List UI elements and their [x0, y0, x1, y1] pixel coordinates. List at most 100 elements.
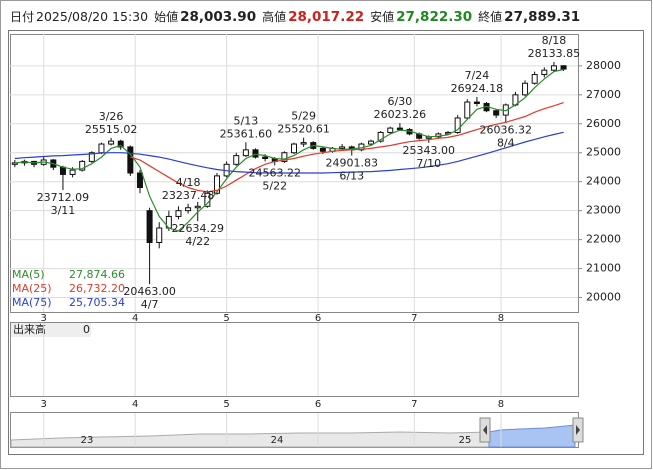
- x-tick-label: 8: [498, 399, 504, 410]
- annotation-value: 25515.02: [85, 123, 138, 136]
- x-tick-label: 3: [41, 313, 47, 324]
- volume-panel: [10, 322, 579, 397]
- candle-body: [473, 101, 480, 105]
- candle-body: [88, 152, 95, 162]
- header-item: 始値 28,003.90: [154, 9, 262, 25]
- navigator-selection[interactable]: [488, 424, 576, 448]
- candle-body: [464, 101, 471, 119]
- x-tick-label: 8: [498, 313, 504, 324]
- x-tick-label: 3: [41, 399, 47, 410]
- annotation-value: 26023.26: [374, 108, 427, 121]
- x-tick-label: 4: [132, 399, 138, 410]
- x-tick-label: 4: [132, 313, 138, 324]
- navigator-label: 25: [459, 435, 472, 446]
- candle-body: [146, 210, 153, 243]
- x-tick-label: 6: [315, 313, 321, 324]
- price-panel: [10, 34, 579, 313]
- annotation-value: 23712.09: [37, 191, 90, 204]
- y-tick-label: 20000: [586, 291, 621, 304]
- candle-body: [454, 117, 461, 133]
- chart-frame: [8, 30, 644, 455]
- annotation-value: 25343.00: [403, 144, 456, 157]
- candle-body: [281, 152, 288, 162]
- header-item: 安値 27,822.30: [370, 9, 478, 25]
- header: 日付 2025/08/20 15:30 始値 28,003.90 高値 28,017.22…: [10, 8, 586, 25]
- candle-body: [531, 74, 538, 84]
- annotation-date: 5/13: [234, 114, 259, 127]
- legend-value: 25,705.34: [69, 296, 125, 309]
- candle-body: [522, 82, 529, 96]
- legend-box: [11, 266, 126, 311]
- header-label: 安値: [370, 10, 395, 24]
- y-tick-label: 26000: [586, 117, 621, 130]
- annotation-value: 25361.60: [220, 127, 273, 140]
- legend-name: MA(25): [12, 282, 52, 295]
- volume-value: 0: [83, 323, 90, 336]
- header-item: 日付 2025/08/20 15:30: [10, 9, 154, 24]
- annotation-value: 26036.32: [480, 124, 533, 137]
- annotation-date: 6/13: [339, 170, 364, 183]
- legend-value: 26,732.20: [69, 282, 125, 295]
- annotation-date: 3/26: [99, 110, 124, 123]
- x-tick-label: 7: [411, 399, 417, 410]
- annotation-value: 24563.22: [248, 166, 301, 179]
- annotation-date: 4/7: [141, 298, 159, 311]
- y-tick-label: 28000: [586, 59, 621, 72]
- ma-line: [14, 131, 564, 174]
- annotation-value: 20463.00: [123, 285, 176, 298]
- y-tick-label: 27000: [586, 88, 621, 101]
- navigator-label: 23: [81, 435, 94, 446]
- header-label: 高値: [262, 10, 287, 24]
- annotation-value: 22634.29: [171, 222, 224, 235]
- y-tick-label: 25000: [586, 146, 621, 159]
- annotation-value: 23237.48: [162, 189, 215, 202]
- candle-body: [127, 146, 134, 174]
- annotation-date: 4/22: [185, 235, 210, 248]
- annotation-date: 8/4: [497, 137, 515, 150]
- header-value: 27,822.30: [396, 9, 473, 25]
- annotation-date: 7/10: [416, 157, 441, 170]
- candle-body: [69, 169, 76, 175]
- annotation-value: 24901.83: [326, 157, 379, 170]
- candle-body: [233, 155, 240, 165]
- y-tick-label: 23000: [586, 204, 621, 217]
- volume-label-box: [11, 323, 91, 337]
- annotation-date: 5/29: [291, 110, 316, 123]
- candle-body: [560, 65, 567, 70]
- candle-body: [541, 69, 548, 76]
- candle-body: [396, 127, 403, 131]
- annotation-date: 8/18: [542, 34, 567, 47]
- x-tick-label: 7: [411, 313, 417, 324]
- candle-body: [175, 210, 182, 217]
- candle-body: [79, 160, 86, 171]
- header-value: 28,003.90: [180, 9, 257, 25]
- x-tick-label: 5: [223, 399, 229, 410]
- candle-body: [117, 140, 124, 148]
- candle-body: [493, 110, 500, 116]
- header-value: 2025/08/20 15:30: [36, 9, 149, 24]
- annotation-value: 28133.85: [528, 47, 581, 60]
- ma-line: [130, 102, 564, 193]
- candle-body: [108, 140, 115, 145]
- candle-body: [185, 207, 192, 212]
- legend-value: 27,874.66: [69, 268, 125, 281]
- candle-body: [136, 172, 143, 188]
- header-value: 27,889.31: [504, 9, 581, 25]
- header-item: 終値 27,889.31: [478, 9, 586, 25]
- candle-body: [98, 143, 105, 154]
- annotation-date: 4/18: [176, 176, 201, 189]
- annotation-date: 6/30: [388, 95, 413, 108]
- y-tick-label: 24000: [586, 175, 621, 188]
- candle-body: [194, 205, 201, 209]
- header-value: 28,017.22: [288, 9, 365, 25]
- candle-body: [319, 147, 326, 152]
- legend-name: MA(75): [12, 296, 52, 309]
- handle-arrow: [483, 425, 487, 435]
- candle-body: [377, 131, 384, 142]
- candle-body: [339, 146, 346, 149]
- y-tick-label: 21000: [586, 262, 621, 275]
- header-label: 日付: [10, 10, 35, 24]
- volume-label: 出来高: [13, 322, 46, 336]
